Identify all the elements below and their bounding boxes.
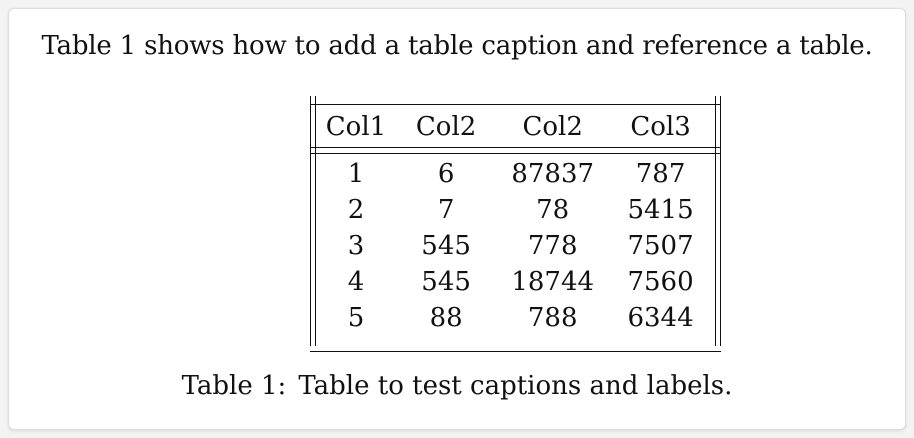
table-cell: 7560 <box>627 267 694 297</box>
table-cell: 787 <box>635 159 686 189</box>
table-header-rule-1 <box>310 147 721 149</box>
table-cell: 6344 <box>627 303 694 333</box>
table-cell: 5 <box>347 303 365 333</box>
table-left-rule-inner <box>315 96 317 346</box>
data-table: Col1 Col2 Col2 Col3 1 6 87837 787 2 7 78 <box>304 104 722 336</box>
table-row: 3 545 778 7507 <box>304 228 722 264</box>
table-bottom-rule <box>310 351 721 353</box>
table-left-rule-outer <box>310 96 312 346</box>
table-cell: 87837 <box>511 159 595 189</box>
table-cell: 788 <box>527 303 578 333</box>
column-header: Col2 <box>522 112 583 142</box>
caption-text: Table to test captions and labels. <box>298 371 733 401</box>
table-top-rule <box>310 104 721 106</box>
table-header-rule-2 <box>310 153 721 155</box>
table-cell: 7507 <box>627 231 694 261</box>
column-header: Col2 <box>415 112 477 142</box>
table-cell: 7 <box>437 195 455 225</box>
table-cell: 78 <box>536 195 570 225</box>
table-cell: 6 <box>437 159 455 189</box>
table-caption: Table 1: Table to test captions and label… <box>9 371 905 401</box>
table-cell: 2 <box>347 195 365 225</box>
table-cell: 4 <box>347 267 365 297</box>
table-cell: 778 <box>527 231 578 261</box>
column-header: Col3 <box>630 112 691 142</box>
column-header: Col1 <box>325 112 387 142</box>
table-row: 4 545 18744 7560 <box>304 264 722 300</box>
document-page: Table 1 shows how to add a table caption… <box>8 8 906 430</box>
caption-label: Table 1: <box>181 371 287 401</box>
table-cell: 545 <box>421 231 471 261</box>
table-cell: 5415 <box>627 195 694 225</box>
table-row: 1 6 87837 787 <box>304 156 722 192</box>
table-right-rule-inner <box>714 96 716 346</box>
intro-paragraph: Table 1 shows how to add a table caption… <box>41 31 873 61</box>
table-header-row: Col1 Col2 Col2 Col3 <box>304 104 722 150</box>
table-cell: 88 <box>429 303 463 333</box>
table-right-rule-outer <box>719 96 721 346</box>
table-row: 2 7 78 5415 <box>304 192 722 228</box>
data-table-frame: Col1 Col2 Col2 Col3 1 6 87837 787 2 7 78 <box>304 96 722 353</box>
table-cell: 3 <box>347 231 365 261</box>
table-cell: 18744 <box>511 267 595 297</box>
table-row: 5 88 788 6344 <box>304 300 722 336</box>
table-cell: 1 <box>347 159 365 189</box>
table-cell: 545 <box>421 267 471 297</box>
